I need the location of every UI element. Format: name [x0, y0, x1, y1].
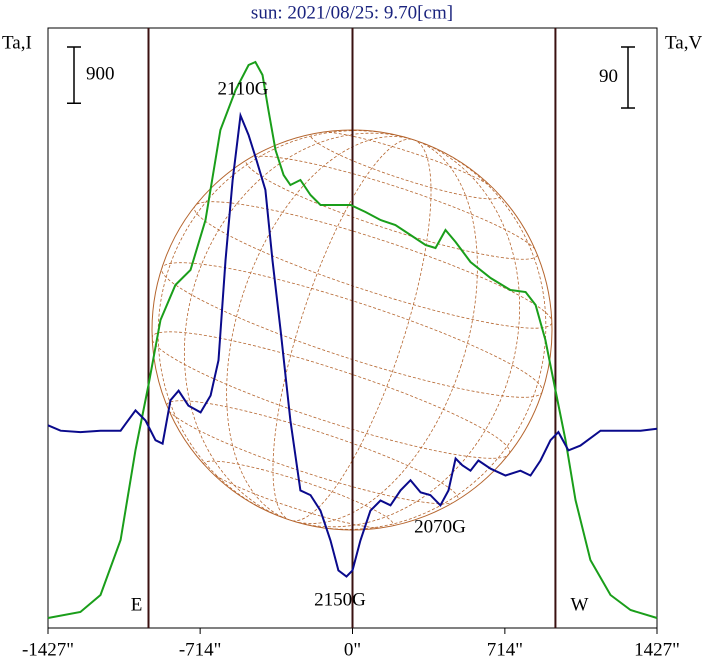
- y-axis-label: Ta,I: [2, 32, 32, 53]
- scale-bar-label: 90: [599, 66, 618, 87]
- y2-axis-label: Ta,V: [665, 32, 702, 53]
- parallel: [245, 155, 538, 260]
- peak-annotation: 2110G: [217, 78, 268, 99]
- meridian: [183, 132, 521, 528]
- parallel: [309, 131, 502, 200]
- x-tick-label: -714": [179, 639, 222, 660]
- parallel: [161, 262, 543, 398]
- meridian: [157, 130, 547, 530]
- parallel: [166, 400, 459, 505]
- data-line: [47, 60, 658, 619]
- peak-annotation: 2070G: [414, 516, 466, 537]
- parallel: [193, 201, 553, 329]
- x-tick-label: 714": [487, 639, 523, 660]
- peak-annotation: 2150G: [314, 589, 366, 610]
- limb-label: W: [570, 594, 588, 615]
- parallel: [151, 331, 511, 459]
- limb-label: E: [131, 594, 143, 615]
- data-line: [47, 111, 658, 578]
- chart-title: sun: 2021/08/25: 9.70[cm]: [251, 2, 453, 23]
- x-tick-label: 0": [344, 639, 361, 660]
- x-tick-label: -1427": [22, 639, 74, 660]
- scale-bar-label: 900: [86, 63, 115, 84]
- x-tick-label: 1427": [634, 639, 680, 660]
- parallel: [202, 460, 395, 529]
